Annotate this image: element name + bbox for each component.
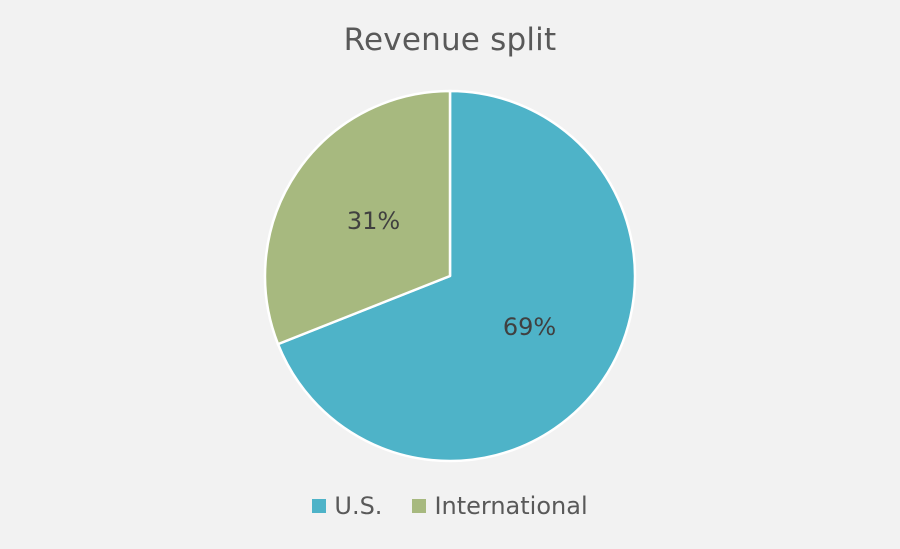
legend-swatch-international: [412, 499, 427, 513]
legend-item-international[interactable]: International: [412, 492, 588, 520]
chart-title: Revenue split: [343, 22, 557, 58]
pie-slice-us[interactable]: [276, 89, 637, 463]
legend-swatch-us: [312, 499, 327, 513]
pie-slices: [263, 89, 637, 463]
pie-slice-international[interactable]: [263, 89, 452, 346]
data-label-us: 69%: [503, 313, 556, 341]
pie-data-labels: 69% 31%: [347, 207, 556, 341]
legend-label-us: U.S.: [334, 492, 383, 520]
legend-item-us[interactable]: U.S.: [312, 492, 382, 520]
legend-label-international: International: [434, 492, 588, 520]
data-label-international: 31%: [347, 207, 400, 235]
legend: U.S. International: [0, 492, 900, 520]
